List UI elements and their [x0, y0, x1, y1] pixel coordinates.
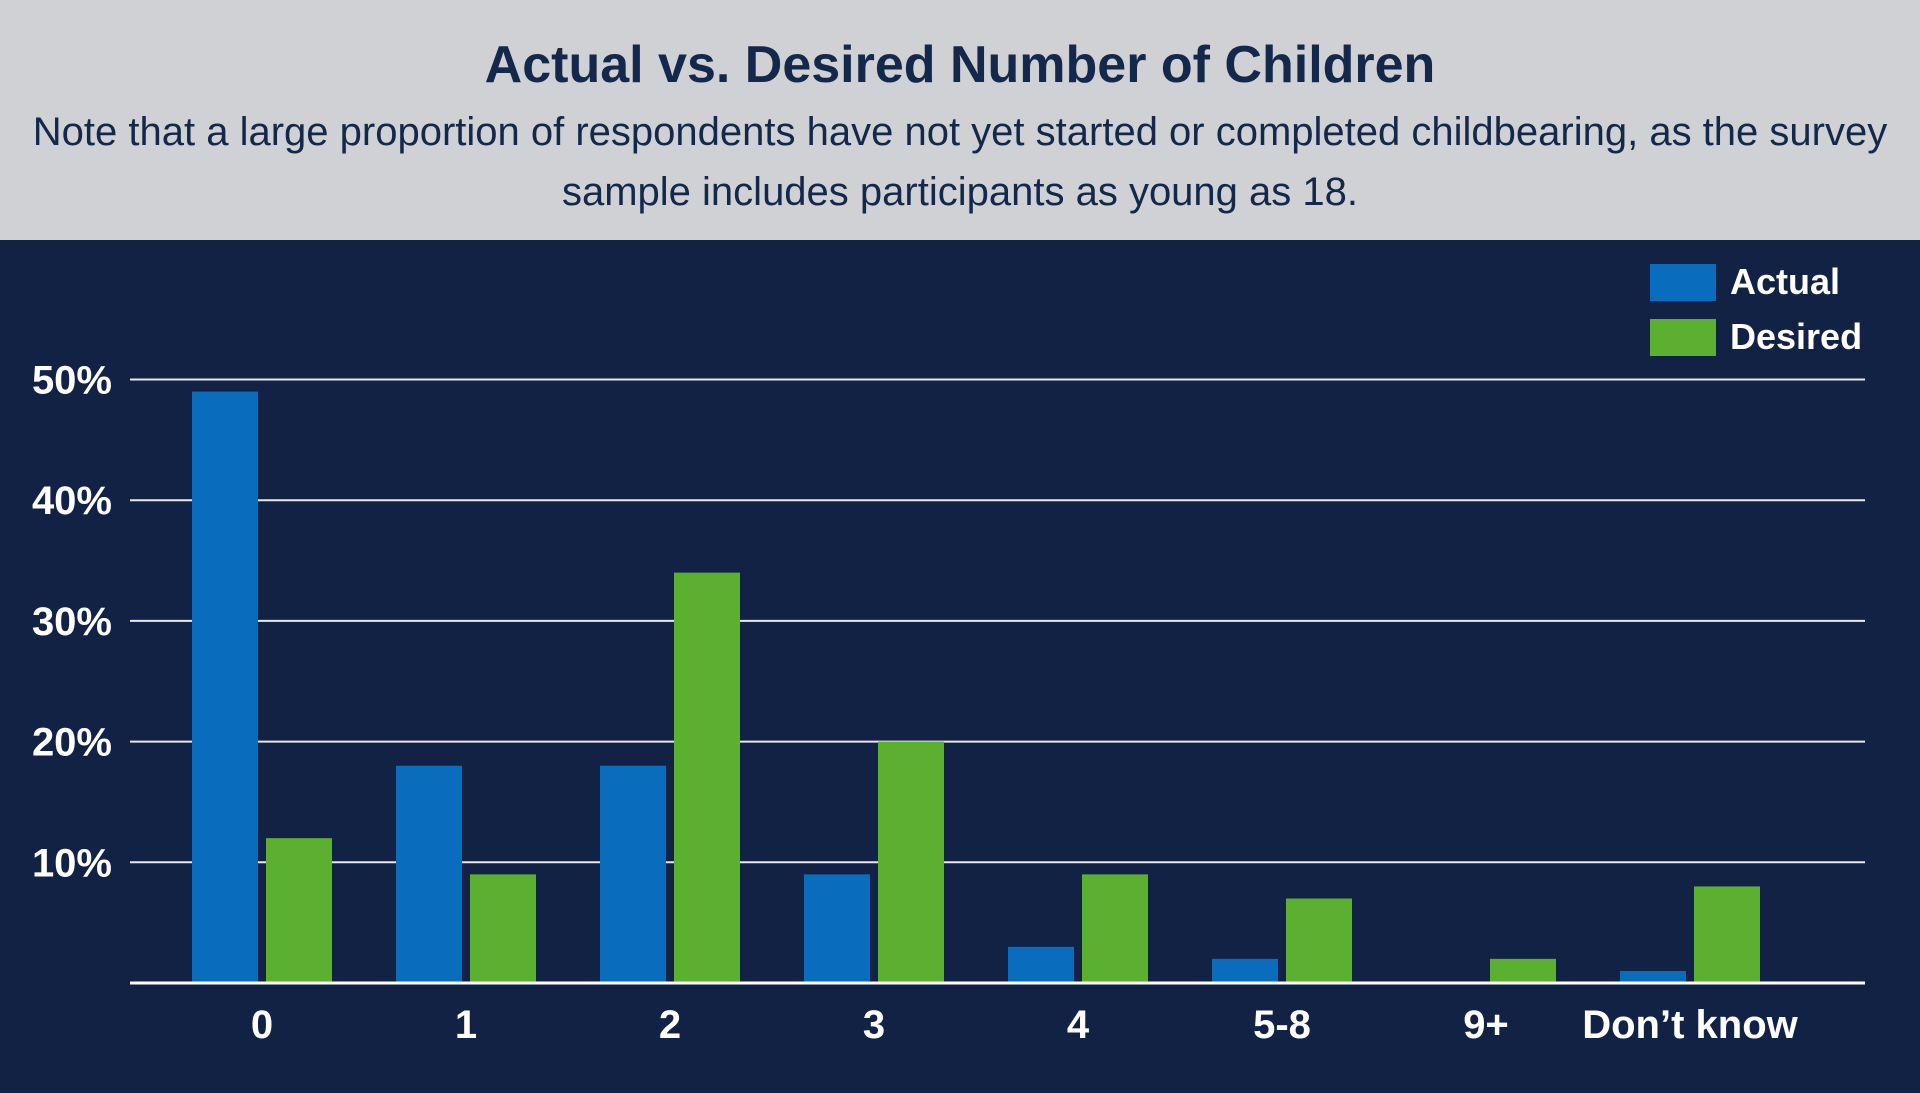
- x-tick-label: 5-8: [1253, 1003, 1311, 1047]
- y-tick-label: 40%: [32, 479, 112, 523]
- bar-actual-1: [192, 391, 258, 983]
- bar-desired-8: [1694, 886, 1760, 983]
- y-axis-ticks: 10% 20% 30% 40% 50%: [32, 359, 112, 886]
- x-tick-label: 1: [455, 1003, 477, 1047]
- bar-desired-3: [674, 572, 740, 983]
- legend: Actual Desired: [1650, 261, 1862, 357]
- x-tick-label: 3: [863, 1003, 885, 1047]
- bar-desired-5: [1082, 874, 1148, 983]
- bars: [192, 391, 1760, 983]
- bar-actual-6: [1212, 958, 1278, 983]
- x-tick-label: 2: [659, 1003, 681, 1047]
- x-tick-label: 9+: [1463, 1003, 1509, 1047]
- bar-desired-1: [266, 838, 332, 983]
- bar-chart: 10% 20% 30% 40% 50% 0 1 2 3 4 5-8 9+ Don’t know Act…: [32, 261, 1865, 1047]
- plot-area: 10% 20% 30% 40% 50% 0 1 2 3 4 5-8 9+ Don’t know Act…: [0, 240, 1920, 1093]
- x-tick-label: 0: [251, 1003, 273, 1047]
- bar-desired-7: [1490, 958, 1556, 983]
- bar-desired-4: [878, 741, 944, 983]
- bar-desired-6: [1286, 898, 1352, 983]
- bar-actual-3: [600, 765, 666, 983]
- x-axis-ticks: 0 1 2 3 4 5-8 9+ Don’t know: [251, 1003, 1799, 1047]
- y-tick-label: 30%: [32, 600, 112, 644]
- y-tick-label: 20%: [32, 721, 112, 765]
- legend-swatch-actual: [1650, 264, 1716, 301]
- bar-actual-5: [1008, 946, 1074, 983]
- bar-actual-8: [1620, 970, 1686, 983]
- legend-swatch-desired: [1650, 319, 1716, 356]
- x-tick-label: Don’t know: [1582, 1003, 1798, 1047]
- legend-label-desired: Desired: [1730, 316, 1862, 357]
- bar-actual-2: [396, 765, 462, 983]
- x-tick-label: 4: [1067, 1003, 1090, 1047]
- y-tick-label: 50%: [32, 359, 112, 403]
- y-tick-label: 10%: [32, 841, 112, 885]
- chart-header: Actual vs. Desired Number of Children No…: [0, 0, 1920, 240]
- bar-desired-2: [470, 874, 536, 983]
- legend-label-actual: Actual: [1730, 261, 1840, 302]
- chart-subtitle: Note that a large proportion of responde…: [32, 110, 1888, 214]
- chart-title: Actual vs. Desired Number of Children: [484, 36, 1436, 94]
- gridlines: [130, 378, 1865, 864]
- bar-actual-4: [804, 874, 870, 983]
